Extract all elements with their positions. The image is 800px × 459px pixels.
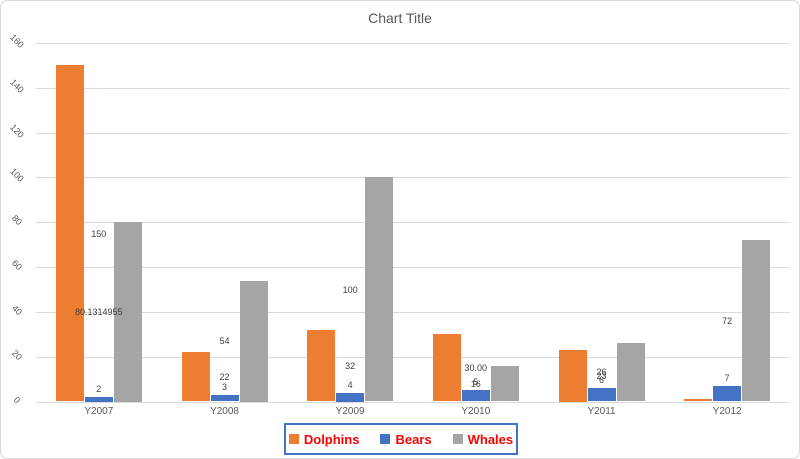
- data-label-whales-Y2007: 80.1314955: [75, 306, 123, 317]
- gridline-60: [36, 267, 790, 269]
- x-axis-label-Y2012: Y2012: [712, 406, 742, 417]
- y-axis-tick-20: 20: [9, 347, 25, 362]
- y-axis-tick-100: 100: [8, 166, 26, 185]
- bar-dolphins-Y2007[interactable]: [55, 65, 84, 402]
- data-label-whales-Y2008: 54: [219, 336, 230, 346]
- legend[interactable]: Dolphins Bears Whales: [284, 423, 518, 455]
- legend-item-bears[interactable]: Bears: [380, 431, 432, 447]
- gridline-100: [36, 177, 790, 179]
- gridline-0: [36, 401, 790, 403]
- bar-whales-Y2008[interactable]: [239, 280, 268, 402]
- bar-whales-Y2012[interactable]: [742, 240, 771, 402]
- y-axis-tick-120: 120: [8, 121, 26, 140]
- data-label-bears-Y2008: 3: [221, 381, 227, 392]
- legend-label-whales: Whales: [467, 431, 514, 447]
- chart-title: Chart Title: [368, 10, 432, 26]
- bar-bears-Y2009[interactable]: [336, 392, 365, 402]
- data-label-whales-Y2010: 16: [470, 378, 481, 389]
- dolphins-marker-icon: [288, 434, 299, 444]
- y-axis-tick-40: 40: [9, 302, 25, 317]
- bears-marker-icon: [380, 434, 391, 444]
- data-label-whales-Y2011: 26: [596, 367, 607, 378]
- data-label-dolphins-Y2008: 22: [219, 371, 230, 382]
- data-label-whales-Y2009: 100: [342, 284, 358, 295]
- plot-area: 150223230.0023123456780.1314955541001626…: [36, 43, 790, 403]
- data-label-whales-Y2012: 72: [722, 315, 733, 326]
- data-label-bears-Y2010: 5: [473, 377, 479, 388]
- data-label-dolphins-Y2009: 32: [345, 360, 356, 371]
- bar-bears-Y2010[interactable]: [461, 390, 490, 402]
- legend-item-dolphins[interactable]: Dolphins: [288, 431, 360, 447]
- gridline-40: [36, 311, 790, 313]
- bar-bears-Y2007[interactable]: [84, 397, 113, 402]
- bar-dolphins-Y2008[interactable]: [181, 352, 210, 402]
- bar-whales-Y2009[interactable]: [365, 177, 394, 402]
- bar-bears-Y2012[interactable]: [713, 385, 742, 402]
- y-axis-tick-160: 160: [8, 32, 26, 50]
- data-label-dolphins-Y2011: 23: [596, 370, 607, 381]
- x-axis-label-Y2007: Y2007: [84, 406, 114, 417]
- bar-dolphins-Y2009[interactable]: [307, 329, 336, 402]
- x-axis-label-Y2009: Y2009: [335, 406, 365, 417]
- x-axis-label-Y2011: Y2011: [587, 406, 616, 417]
- y-axis-tick-80: 80: [9, 213, 25, 228]
- data-label-dolphins-Y2010: 30.00: [464, 362, 488, 373]
- bar-whales-Y2007[interactable]: [113, 222, 142, 402]
- whales-marker-icon: [452, 434, 463, 444]
- y-axis-tick-140: 140: [8, 76, 26, 95]
- legend-label-bears: Bears: [395, 431, 432, 447]
- bar-dolphins-Y2012[interactable]: [684, 399, 713, 402]
- gridline-80: [36, 222, 790, 224]
- bar-dolphins-Y2011[interactable]: [558, 350, 587, 402]
- gridline-120: [36, 132, 790, 134]
- y-axis-tick-0: 0: [11, 394, 23, 405]
- x-axis-label-Y2008: Y2008: [210, 406, 239, 417]
- legend-item-whales[interactable]: Whales: [452, 431, 514, 447]
- data-label-bears-Y2009: 4: [347, 379, 353, 390]
- legend-label-dolphins: Dolphins: [303, 431, 360, 447]
- data-label-bears-Y2007: 2: [96, 384, 102, 394]
- data-label-bears-Y2011: 6: [598, 375, 604, 386]
- gridline-20: [36, 356, 790, 358]
- gridline-140: [36, 87, 790, 89]
- y-axis-tick-60: 60: [9, 258, 25, 273]
- bar-bears-Y2008[interactable]: [210, 394, 239, 402]
- data-label-dolphins-Y2007: 150: [91, 228, 107, 239]
- bar-bears-Y2011[interactable]: [587, 388, 616, 402]
- gridline-160: [36, 43, 790, 44]
- x-axis-label-Y2010: Y2010: [461, 406, 491, 417]
- bar-whales-Y2010[interactable]: [490, 365, 519, 402]
- bar-dolphins-Y2010[interactable]: [432, 334, 461, 402]
- bar-whales-Y2011[interactable]: [616, 343, 645, 402]
- data-label-bears-Y2012: 7: [724, 372, 730, 383]
